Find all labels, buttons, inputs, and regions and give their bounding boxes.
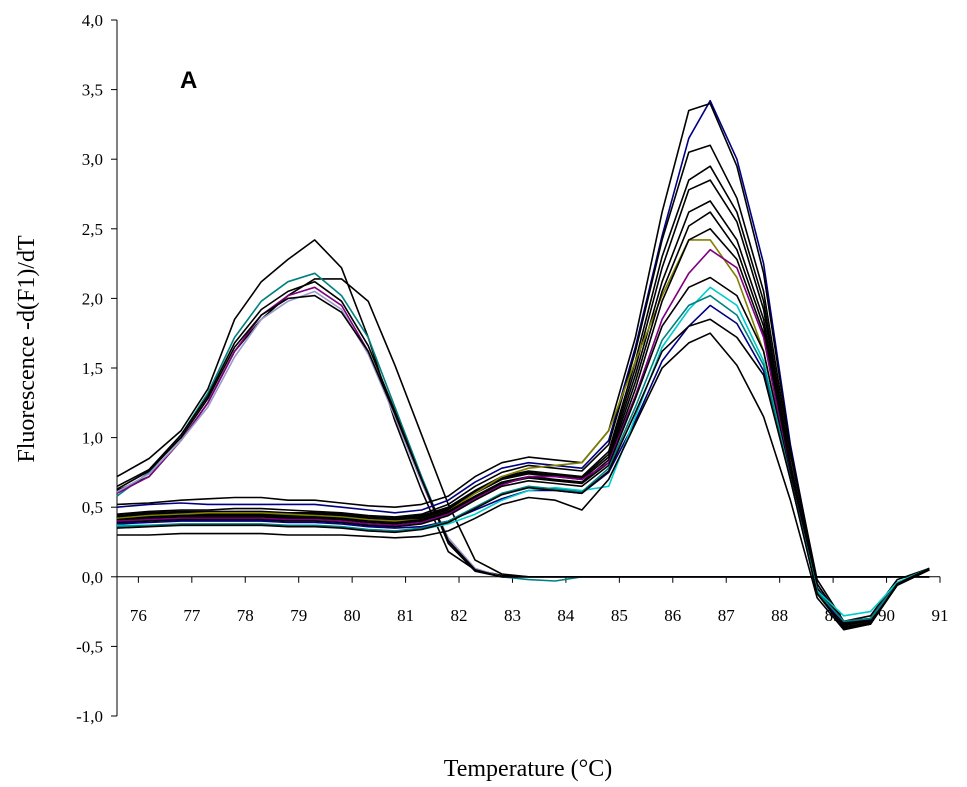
x-tick-label: 90 bbox=[878, 606, 895, 625]
x-tick-label: 84 bbox=[557, 606, 575, 625]
y-tick-label: 1,5 bbox=[82, 359, 103, 378]
melt-curve-line-10 bbox=[116, 144, 930, 624]
panel-annotation: A bbox=[180, 67, 197, 94]
y-tick-label: 0,0 bbox=[82, 568, 103, 587]
axes: -1,0 -0,5 0,0 0,5 1,0 1,5 2,0 2,5 3,0 3,5 4,0 76 77… bbox=[76, 11, 948, 726]
y-tick-label: 4,0 bbox=[82, 11, 103, 30]
x-tick-label: 78 bbox=[237, 606, 254, 625]
y-tick-label: 0,5 bbox=[82, 498, 103, 517]
melt-curve-line-1 bbox=[116, 239, 930, 578]
melt-curve-line-9 bbox=[116, 102, 930, 623]
y-tick-label: -0,5 bbox=[76, 637, 103, 656]
melt-curve-line-17 bbox=[116, 248, 930, 623]
y-tick-label: 3,5 bbox=[82, 81, 103, 100]
x-tick-label: 82 bbox=[451, 606, 468, 625]
x-tick-label: 76 bbox=[130, 606, 147, 625]
melt-curve-line-22 bbox=[116, 318, 930, 628]
y-tick-label: -1,0 bbox=[76, 707, 103, 726]
x-tick-label: 85 bbox=[611, 606, 628, 625]
x-tick-label: 91 bbox=[932, 606, 949, 625]
y-axis-title: Fluorescence -d(F1)/dT bbox=[14, 235, 40, 463]
y-tick-label: 3,0 bbox=[82, 150, 103, 169]
melt-curve-line-23 bbox=[117, 332, 930, 631]
x-tick-label: 80 bbox=[344, 606, 361, 625]
x-axis-title: Temperature (°C) bbox=[444, 756, 613, 782]
x-tick-label: 79 bbox=[290, 606, 307, 625]
y-ticks: -1,0 -0,5 0,0 0,5 1,0 1,5 2,0 2,5 3,0 3,5 4,0 bbox=[76, 11, 117, 726]
y-tick-label: 2,5 bbox=[82, 220, 103, 239]
x-tick-label: 88 bbox=[771, 606, 788, 625]
melt-curve-line-12 bbox=[116, 179, 930, 627]
y-tick-label: 2,0 bbox=[82, 289, 103, 308]
melt-curve-line-16 bbox=[116, 228, 930, 630]
x-tick-label: 83 bbox=[504, 606, 521, 625]
x-tick-label: 86 bbox=[664, 606, 681, 625]
x-tick-label: 87 bbox=[718, 606, 736, 625]
series-layer bbox=[116, 99, 930, 631]
x-ticks: 76 77 78 79 80 81 82 83 84 85 86 87 88 89 90 91 bbox=[130, 576, 949, 625]
melt-curve-line-7 bbox=[116, 294, 930, 578]
x-tick-label: 77 bbox=[183, 606, 201, 625]
y-tick-label: 1,0 bbox=[82, 429, 103, 448]
x-tick-label: 81 bbox=[397, 606, 414, 625]
melt-curve-line-14 bbox=[116, 239, 930, 628]
